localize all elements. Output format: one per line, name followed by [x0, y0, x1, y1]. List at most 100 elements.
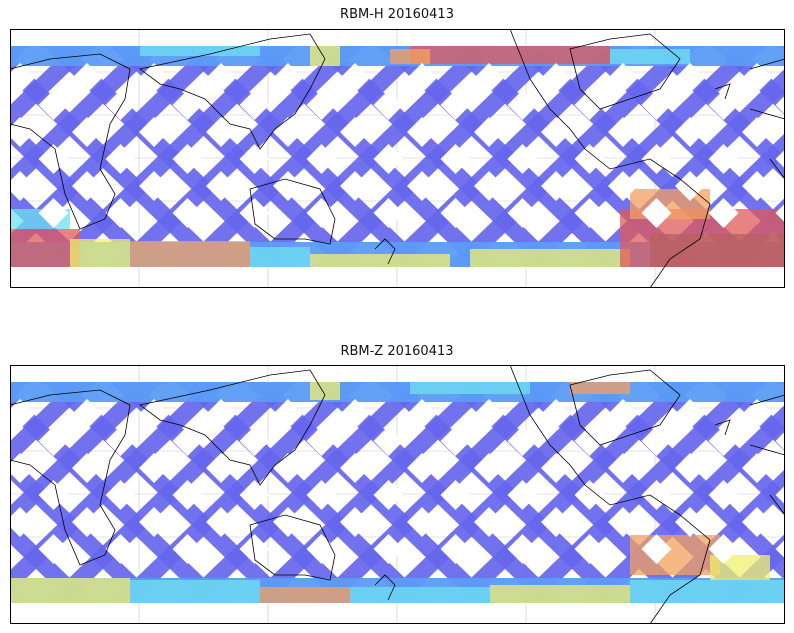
gap-diamond — [172, 90, 203, 120]
descending-swath — [512, 46, 766, 267]
gap-diamond — [574, 426, 605, 456]
descending-swath — [177, 382, 431, 603]
gap-diamond — [239, 480, 270, 510]
gap-diamond — [172, 480, 203, 510]
gap-diamond — [541, 453, 571, 483]
gap-diamond — [440, 90, 471, 120]
gap-diamond — [507, 144, 538, 174]
gap-diamond — [507, 198, 538, 228]
coastline — [10, 53, 131, 230]
gap-diamond — [139, 171, 169, 201]
gap-diamond — [306, 90, 337, 120]
coastline — [749, 394, 785, 540]
gap-diamond — [206, 117, 236, 147]
gap-diamond — [742, 63, 772, 93]
activity-patch — [130, 241, 250, 267]
descending-swath — [43, 382, 297, 603]
rbm-z-swath-map — [10, 365, 785, 624]
gap-diamond — [139, 63, 169, 93]
gap-diamond — [38, 90, 69, 120]
gap-diamond — [641, 90, 672, 120]
gap-diamond — [742, 507, 772, 537]
descending-swath — [512, 382, 766, 603]
gap-diamond — [608, 171, 638, 201]
gap-diamond — [139, 453, 169, 483]
gap-diamond — [641, 426, 672, 456]
gap-diamond — [641, 534, 672, 564]
gap-diamond — [340, 117, 370, 147]
gap-diamond — [38, 480, 69, 510]
coastline — [374, 238, 396, 265]
gap-diamond — [541, 117, 571, 147]
gap-diamond — [206, 399, 236, 429]
gap-diamond — [708, 480, 739, 510]
panel-title-rbm-h: RBM-H 20160413 — [340, 7, 454, 22]
coastlines — [10, 29, 785, 288]
activity-patch — [630, 535, 720, 575]
gap-diamond — [340, 507, 370, 537]
gap-diamond — [10, 399, 35, 429]
gap-diamond — [72, 453, 102, 483]
gap-diamond — [105, 90, 136, 120]
swath-gaps — [10, 399, 785, 564]
activity-patch — [130, 580, 260, 603]
gap-diamond — [474, 507, 504, 537]
gap-diamond — [10, 453, 35, 483]
coastline — [509, 365, 711, 624]
coastline — [714, 83, 731, 100]
activity-patch — [570, 382, 630, 394]
activity-patch — [470, 249, 630, 267]
activity-patch — [260, 587, 350, 603]
activity-patch — [250, 247, 310, 267]
gap-diamond — [708, 534, 739, 564]
coastline — [749, 58, 785, 204]
gap-diamond — [239, 90, 270, 120]
gap-diamond — [38, 144, 69, 174]
activity-patch — [410, 46, 610, 64]
gap-diamond — [641, 144, 672, 174]
coastline — [249, 178, 336, 245]
gap-diamond — [407, 399, 437, 429]
gap-diamond — [541, 63, 571, 93]
gap-diamond — [574, 198, 605, 228]
gap-diamond — [407, 507, 437, 537]
gap-diamond — [38, 426, 69, 456]
descending-swath — [10, 46, 163, 194]
gap-diamond — [306, 480, 337, 510]
gap-diamond — [373, 480, 404, 510]
activity-patch — [650, 234, 785, 267]
ascending-swath — [10, 520, 96, 603]
gap-diamond — [775, 431, 785, 451]
coastline — [569, 369, 681, 446]
gap-diamond — [105, 198, 136, 228]
gap-diamond — [407, 171, 437, 201]
gap-diamond — [407, 117, 437, 147]
gap-diamond — [574, 534, 605, 564]
activity-patch — [410, 382, 530, 394]
gap-diamond — [474, 399, 504, 429]
gap-diamond — [10, 63, 35, 93]
gap-diamond — [72, 117, 102, 147]
gap-diamond — [38, 534, 69, 564]
gap-diamond — [239, 198, 270, 228]
gap-diamond — [775, 95, 785, 115]
gap-diamond — [608, 453, 638, 483]
panel-title-rbm-z: RBM-Z 20160413 — [340, 344, 454, 359]
gap-diamond — [474, 171, 504, 201]
gap-diamond — [608, 507, 638, 537]
gap-diamond — [440, 144, 471, 174]
north-band — [10, 382, 785, 402]
gap-diamond — [273, 507, 303, 537]
coastline — [10, 389, 131, 566]
gap-diamond — [340, 171, 370, 201]
descending-swath — [10, 382, 163, 530]
activity-patch — [70, 239, 130, 267]
gap-diamond — [742, 117, 772, 147]
gap-diamond — [72, 171, 102, 201]
descending-swath — [445, 46, 699, 267]
gap-diamond — [306, 144, 337, 174]
gap-diamond — [641, 198, 672, 228]
gap-diamond — [474, 453, 504, 483]
descending-swath — [244, 46, 498, 267]
gap-diamond — [206, 63, 236, 93]
